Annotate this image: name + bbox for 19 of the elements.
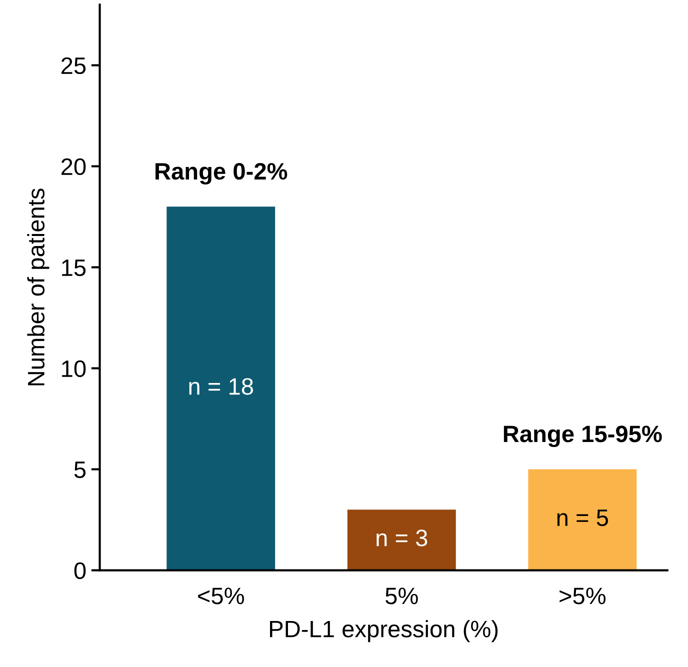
y-axis-title: Number of patients bbox=[27, 188, 50, 386]
y-tick-label: 10 bbox=[62, 360, 86, 378]
y-tick-label: 15 bbox=[62, 260, 86, 276]
data-label: n = 5 bbox=[557, 510, 608, 526]
annotation: Range 15-95% bbox=[504, 426, 662, 448]
x-tick-label: <5% bbox=[198, 588, 244, 604]
x-tick-label: 5% bbox=[386, 588, 418, 604]
x-axis-title: PD-L1 expression (%) bbox=[270, 620, 498, 642]
data-label: n = 3 bbox=[376, 530, 428, 546]
x-tick-label: >5% bbox=[560, 588, 606, 604]
y-tick-label: 25 bbox=[61, 57, 86, 74]
y-tick-label: 20 bbox=[61, 158, 86, 176]
y-tick-label: 0 bbox=[74, 562, 86, 580]
bar bbox=[166, 206, 276, 570]
annotation: Range 0-2% bbox=[156, 162, 288, 184]
bar bbox=[528, 469, 637, 570]
y-tick-label: 5 bbox=[74, 462, 86, 478]
data-label: n = 18 bbox=[189, 378, 253, 395]
bar bbox=[347, 510, 456, 570]
